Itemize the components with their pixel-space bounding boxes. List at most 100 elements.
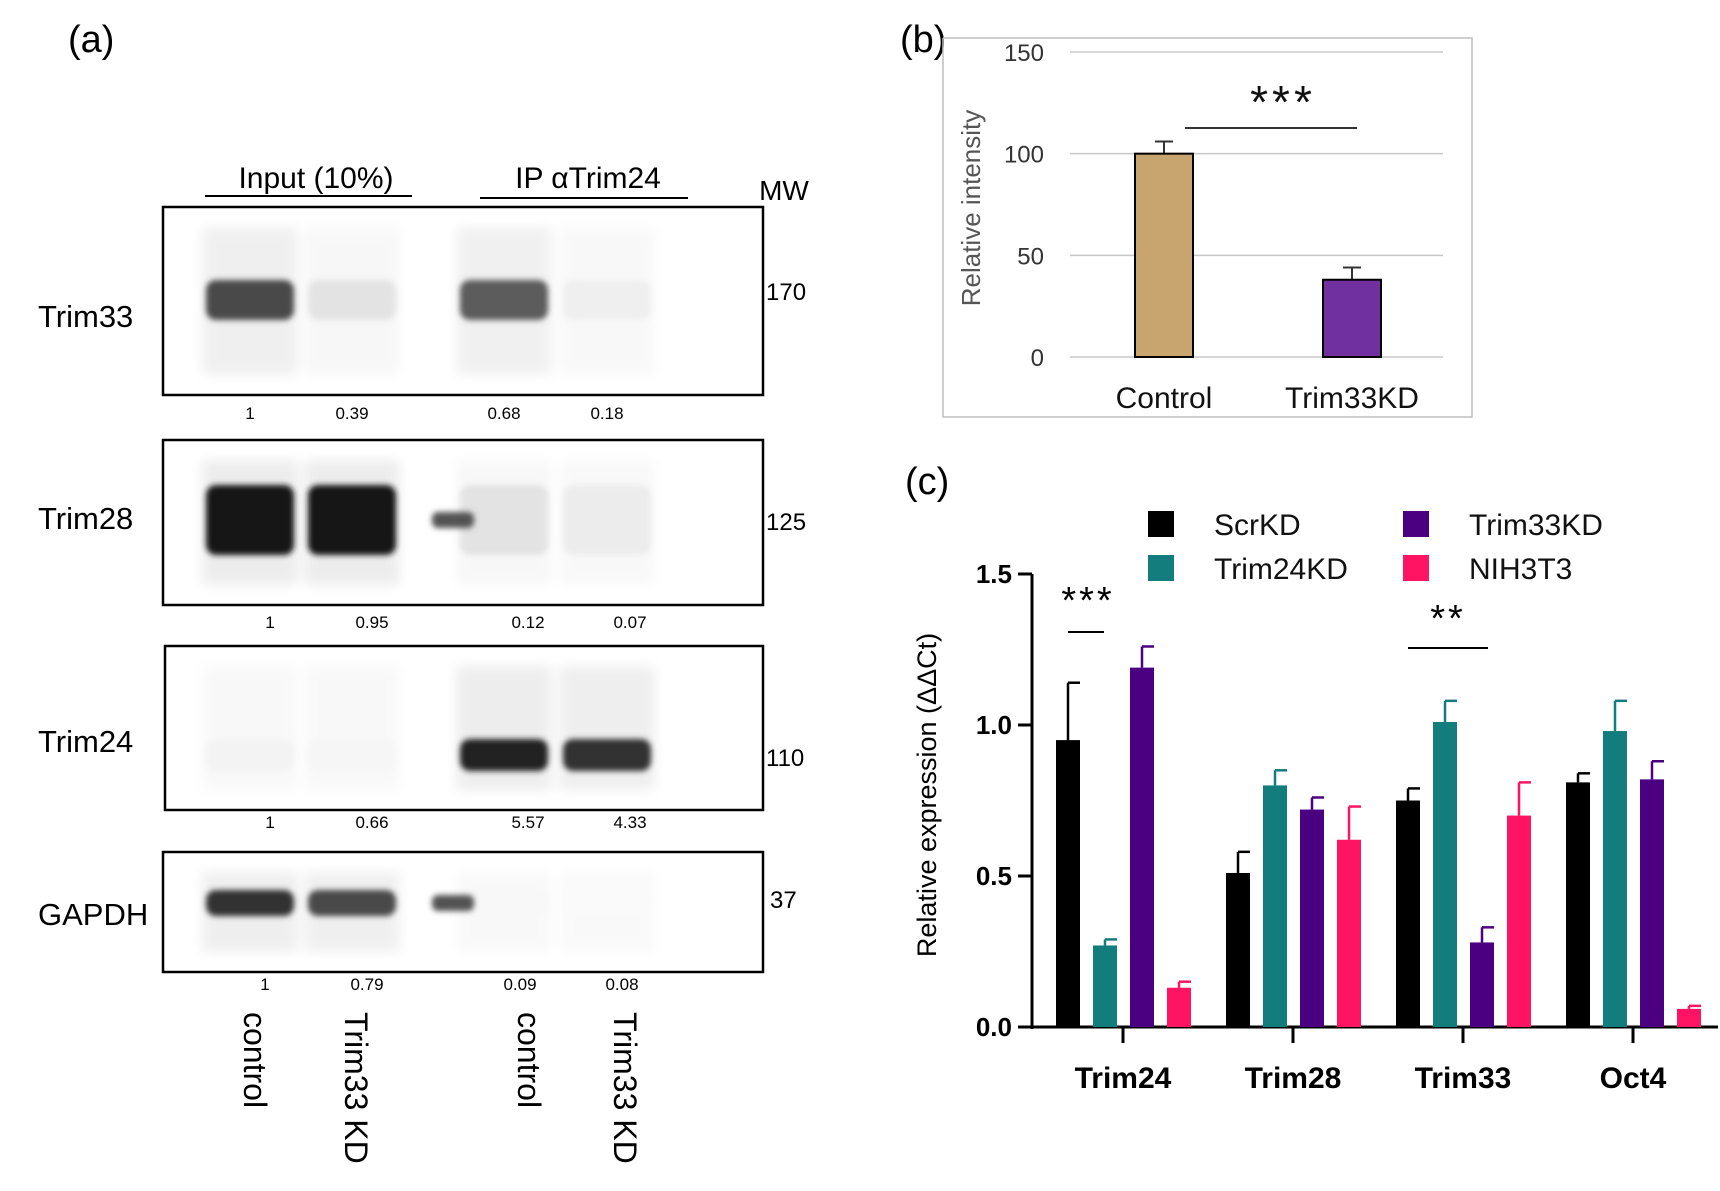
bar xyxy=(1566,782,1590,1027)
bar xyxy=(1322,278,1382,359)
legend-label: NIH3T3 xyxy=(1469,553,1572,586)
quant-value: 0.66 xyxy=(355,813,388,832)
quant-value: 0.12 xyxy=(511,613,544,632)
lane-label: control xyxy=(237,1012,273,1108)
x-tick-label: Trim28 xyxy=(1245,1062,1342,1095)
lane-smear xyxy=(456,666,552,790)
panel-c-chart: ScrKD Trim24KD Trim33KD NIH3T3 Relative exp… xyxy=(912,509,1718,1095)
band xyxy=(563,485,651,555)
bar xyxy=(1507,815,1531,1027)
legend-swatch xyxy=(1148,511,1174,537)
bars xyxy=(1056,645,1701,1027)
y-axis-label-main: Relative expression (ΔΔCt) xyxy=(912,633,942,957)
blot-label: Trim24 xyxy=(38,724,133,759)
band-group xyxy=(202,460,651,585)
quant-value: 0.07 xyxy=(613,613,646,632)
bar xyxy=(1167,987,1191,1027)
bar xyxy=(1396,800,1420,1027)
quant-value: 0.18 xyxy=(590,404,623,423)
marker-band xyxy=(432,895,474,911)
quant-value: 0.09 xyxy=(503,975,536,994)
bar xyxy=(1677,1008,1701,1027)
y-tick-label: 50 xyxy=(1017,243,1044,270)
band-group xyxy=(202,666,655,790)
quant-value: 0.39 xyxy=(335,404,368,423)
bar xyxy=(1300,809,1324,1027)
blot-trim24: Trim24 110 1 0.66 5.57 4.33 xyxy=(38,644,804,832)
x-tick-label: Trim33KD xyxy=(1285,382,1419,415)
band xyxy=(206,485,294,555)
legend-label: ScrKD xyxy=(1214,509,1301,542)
lane-smear xyxy=(202,666,298,790)
panel-a-label: (a) xyxy=(68,19,114,61)
band xyxy=(460,739,548,771)
x-tick-label: Trim33 xyxy=(1415,1062,1512,1095)
lane-label: control xyxy=(511,1012,547,1108)
panel-b-chart: Relative intensity 0 50 100 150 Control Trim… xyxy=(942,37,1473,418)
significance-stars: *** xyxy=(1250,76,1316,128)
y-tick-label: 150 xyxy=(1004,40,1044,67)
lane-label: Trim33 KD xyxy=(338,1012,374,1164)
band xyxy=(206,280,294,320)
bar xyxy=(1130,667,1154,1027)
input-header: Input (10%) xyxy=(238,162,393,195)
lane-smear xyxy=(304,666,400,790)
mw-value: 37 xyxy=(770,887,797,914)
bar xyxy=(1056,740,1080,1027)
band xyxy=(563,280,651,320)
blot-gapdh: GAPDH 37 1 0.79 0.09 0.08 xyxy=(38,850,797,994)
blot-trim33: Trim33 170 1 0.39 0.68 0.18 xyxy=(38,205,806,423)
lane-label: Trim33 KD xyxy=(607,1012,643,1164)
lane-smear xyxy=(559,666,655,790)
quant-value: 0.68 xyxy=(487,404,520,423)
marker-band xyxy=(432,512,474,528)
quant-value: 4.33 xyxy=(613,813,646,832)
y-tick-label: 0.5 xyxy=(976,861,1012,891)
band xyxy=(460,485,548,555)
band xyxy=(460,890,548,916)
bar xyxy=(1093,945,1117,1027)
band xyxy=(308,280,396,320)
blot-label: GAPDH xyxy=(38,897,148,932)
quant-value: 5.57 xyxy=(511,813,544,832)
quant-value: 1 xyxy=(260,975,269,994)
panel-b-label: (b) xyxy=(900,19,946,61)
mw-value: 170 xyxy=(766,279,806,306)
significance-stars: *** xyxy=(1061,580,1114,622)
band-group xyxy=(202,872,651,952)
x-tick-label: Trim24 xyxy=(1075,1062,1172,1095)
mw-header: MW xyxy=(759,175,809,206)
y-tick-label: 1.5 xyxy=(976,559,1012,589)
band xyxy=(563,890,651,916)
bar xyxy=(1134,152,1194,358)
band xyxy=(308,890,396,916)
quant-value: 0.79 xyxy=(350,975,383,994)
band xyxy=(206,890,294,916)
quant-value: 1 xyxy=(265,613,274,632)
panel-a-blot: Input (10%) IP αTrim24 MW Trim33 170 1 0… xyxy=(38,162,809,1164)
bar xyxy=(1433,721,1457,1027)
band xyxy=(206,739,294,771)
bar xyxy=(1226,872,1250,1027)
quant-value: 1 xyxy=(245,404,254,423)
blot-trim28: Trim28 125 1 0.95 0.12 0.07 xyxy=(38,438,806,632)
annotations: *** xyxy=(1185,76,1357,129)
band xyxy=(460,280,548,320)
quant-value: 0.95 xyxy=(355,613,388,632)
bar xyxy=(1640,779,1664,1027)
x-tick-label: Control xyxy=(1116,382,1213,415)
mw-value: 110 xyxy=(766,745,804,772)
bar xyxy=(1470,942,1494,1027)
legend-swatch xyxy=(1403,555,1429,581)
legend-label: Trim33KD xyxy=(1469,509,1603,542)
annotations: *** ** xyxy=(1061,580,1488,649)
blot-label: Trim28 xyxy=(38,501,133,536)
y-tick-label: 1.0 xyxy=(976,710,1012,740)
y-axis-label: Relative expression (ΔΔCt) xyxy=(912,633,942,957)
bars: Control Trim33KD xyxy=(1116,140,1419,415)
bar xyxy=(1337,839,1361,1027)
y-axis-label: Relative intensity xyxy=(956,110,986,307)
panel-c-label: (c) xyxy=(905,461,949,503)
mw-value: 125 xyxy=(766,509,806,536)
y-tick-label: 0.0 xyxy=(976,1012,1012,1042)
